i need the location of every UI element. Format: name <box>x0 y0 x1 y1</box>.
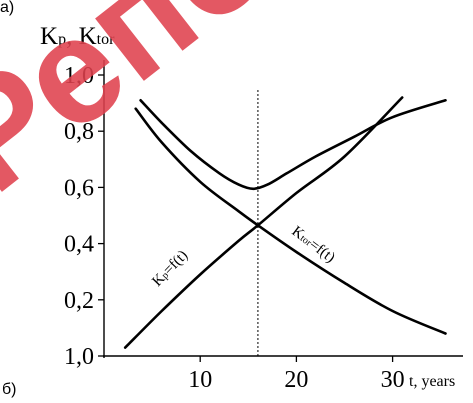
y-title-sub: tor <box>97 31 115 48</box>
panel-letter-top: а) <box>0 0 14 16</box>
ticks: 1,0 0,2 0,4 0,6 0,8 1,0 10 20 30 <box>64 63 405 393</box>
y-title-part: K <box>40 23 58 50</box>
x-axis-title: t, years <box>409 373 455 390</box>
x-tick-label: 10 <box>188 367 212 393</box>
series-label-ktor: Ktor=f(t) <box>289 223 338 266</box>
y-tick-label: 0,2 <box>64 288 94 314</box>
x-tick-label: 20 <box>284 367 308 393</box>
y-axis-title: Kp, Ktor <box>40 23 115 50</box>
y-tick-label: 0,4 <box>64 232 94 258</box>
series-label-kp: Kp=f(t) <box>149 247 191 289</box>
panel-letter-bottom: б) <box>2 381 17 398</box>
y-tick-label: 1,0 <box>64 63 94 89</box>
series-line-ktor <box>134 107 447 335</box>
axes <box>103 60 463 358</box>
label-sub: p <box>160 270 171 281</box>
y-tick-label: 1,0 <box>64 344 94 370</box>
y-tick-label: 0,8 <box>64 119 94 145</box>
y-tick-label: 0,6 <box>64 175 94 201</box>
x-tick-label: 30 <box>381 367 405 393</box>
y-title-sub: p <box>58 31 66 48</box>
y-title-part: , K <box>66 23 97 50</box>
series-line-kp <box>123 96 404 349</box>
series-line-sum <box>139 99 447 191</box>
curves <box>123 96 447 349</box>
